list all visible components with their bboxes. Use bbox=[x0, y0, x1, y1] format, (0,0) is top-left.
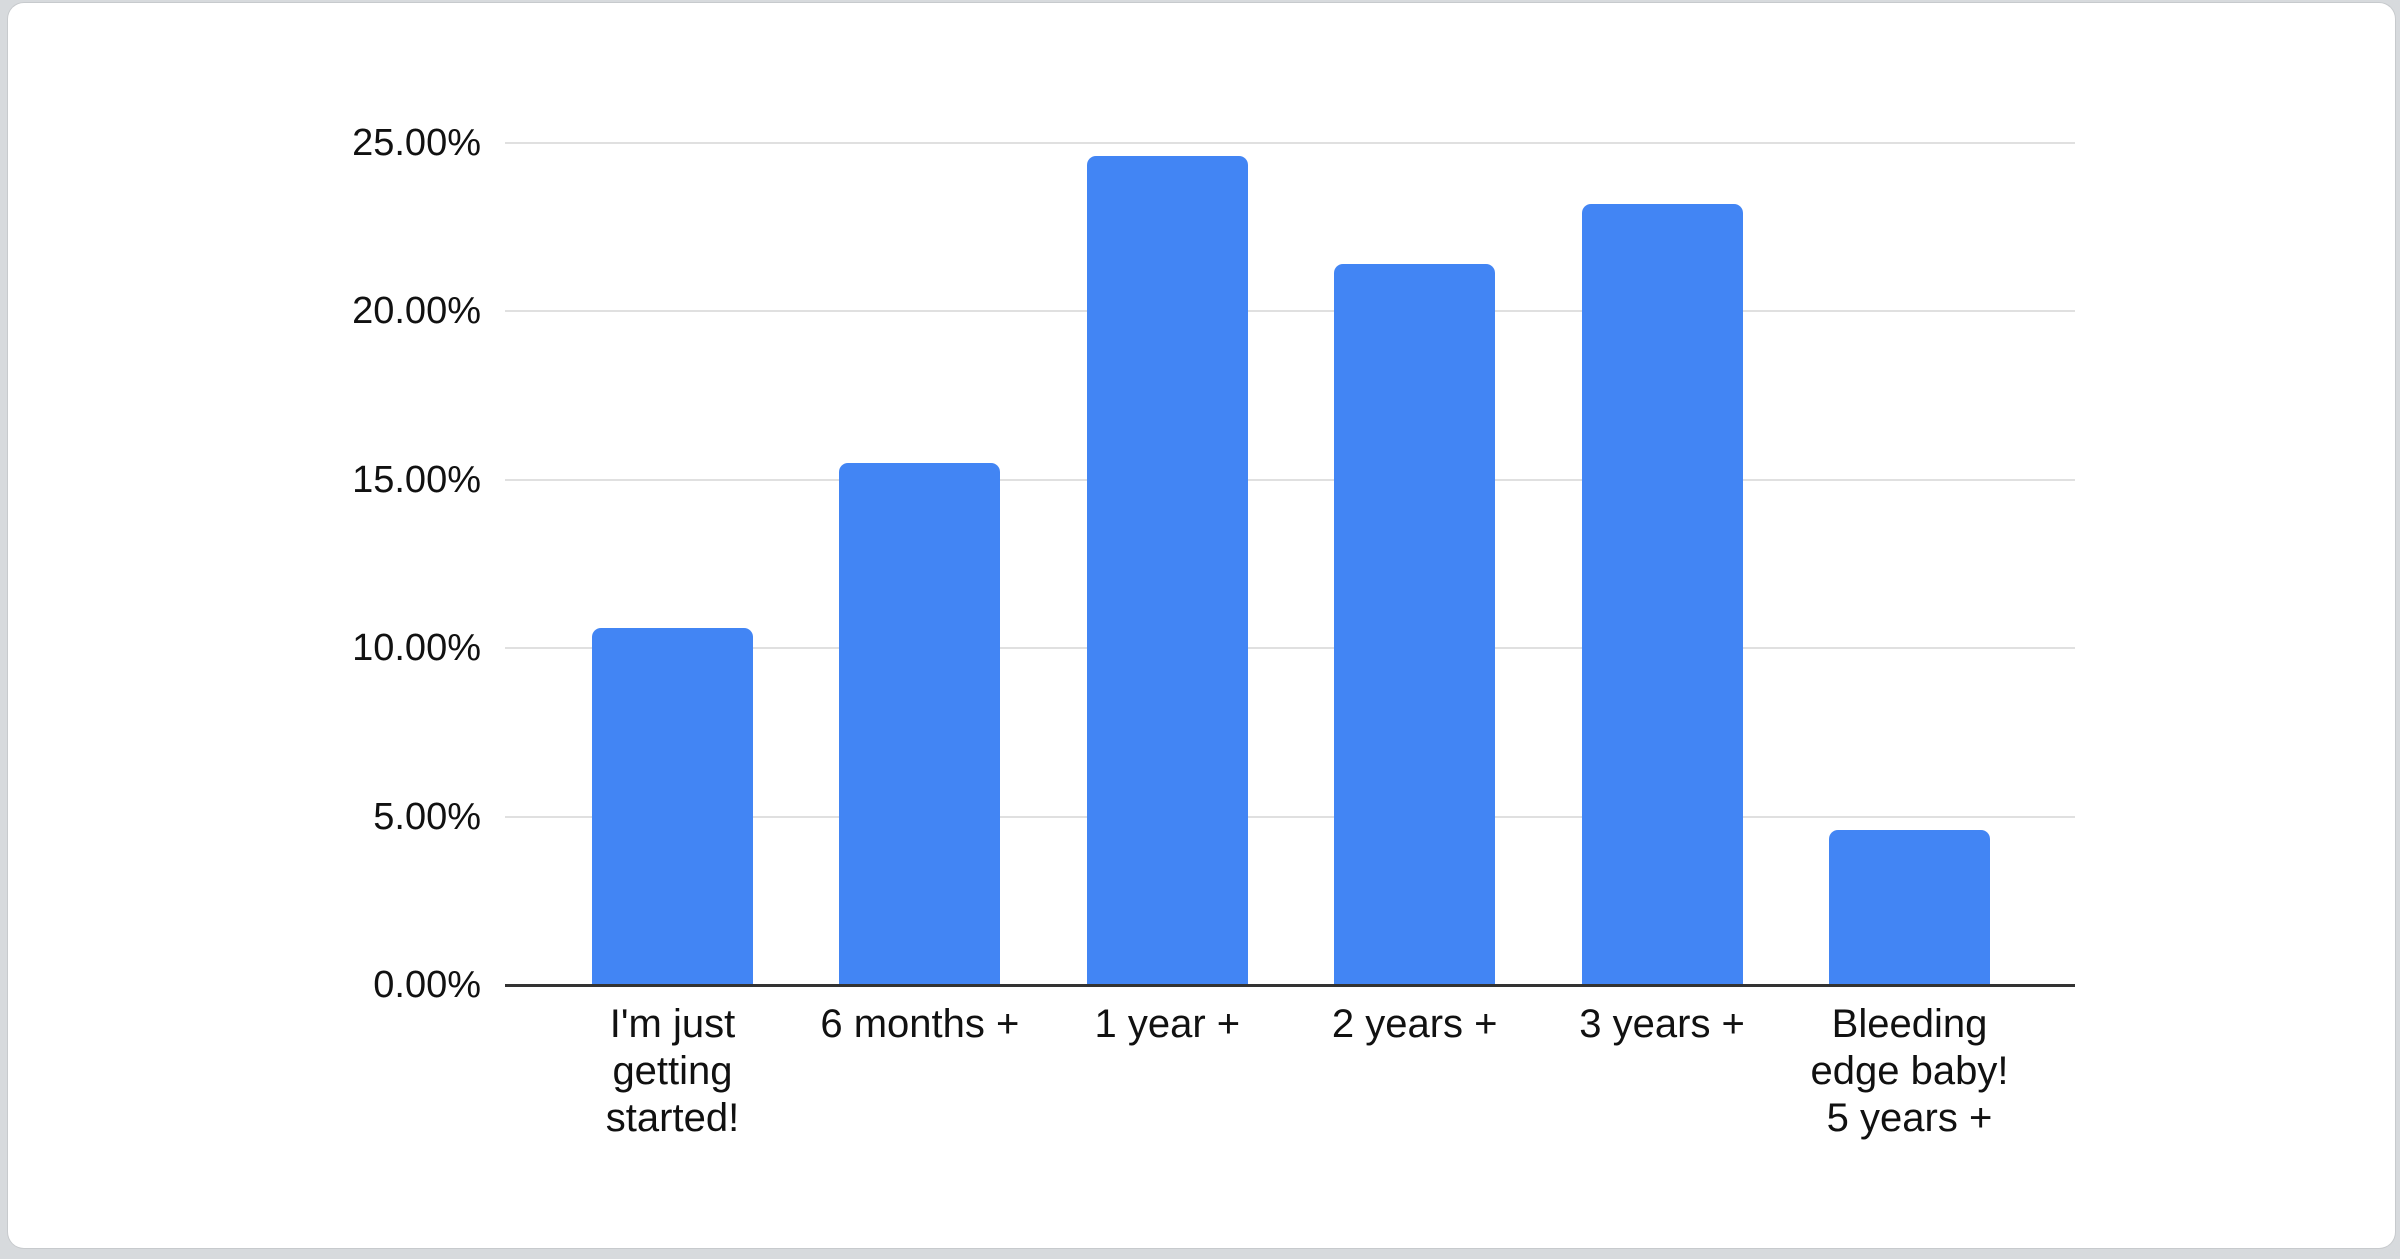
bar-chart: 0.00% 5.00% 10.00% 15.00% 20.00% 25.00% I'm j… bbox=[8, 3, 2400, 1259]
bar-3 bbox=[1086, 156, 1248, 985]
x-axis-category-label: Bleeding edge baby! 5 years + bbox=[1810, 1002, 2009, 1140]
y-axis-tick-label: 20.00% bbox=[352, 290, 481, 333]
bar-1 bbox=[592, 627, 753, 985]
y-axis-tick-label: 10.00% bbox=[352, 627, 481, 670]
chart-card: 0.00% 5.00% 10.00% 15.00% 20.00% 25.00% I'm j… bbox=[8, 3, 2395, 1248]
gridline bbox=[505, 478, 2075, 481]
x-axis-category-label: 6 months + bbox=[820, 1002, 1020, 1046]
x-axis-category-label: 3 years + bbox=[1579, 1002, 1745, 1046]
y-axis-tick-label: 5.00% bbox=[373, 795, 481, 838]
x-axis-category-label: 1 year + bbox=[1094, 1002, 1241, 1046]
x-axis-category-label: I'm just getting started! bbox=[605, 1002, 740, 1140]
x-axis-category-label: 2 years + bbox=[1331, 1002, 1498, 1046]
y-axis-tick-label: 0.00% bbox=[373, 964, 481, 1006]
gridline bbox=[505, 815, 2075, 818]
bar-6 bbox=[1829, 830, 1990, 985]
bar-5 bbox=[1581, 203, 1743, 985]
x-axis-line bbox=[505, 984, 2075, 987]
y-axis-tick-label: 15.00% bbox=[352, 458, 481, 501]
bar-4 bbox=[1334, 264, 1496, 985]
gridline bbox=[505, 647, 2075, 650]
gridline bbox=[505, 310, 2075, 313]
gridline bbox=[505, 142, 2075, 144]
bar-2 bbox=[839, 462, 1001, 985]
y-axis-tick-label: 25.00% bbox=[352, 122, 481, 164]
